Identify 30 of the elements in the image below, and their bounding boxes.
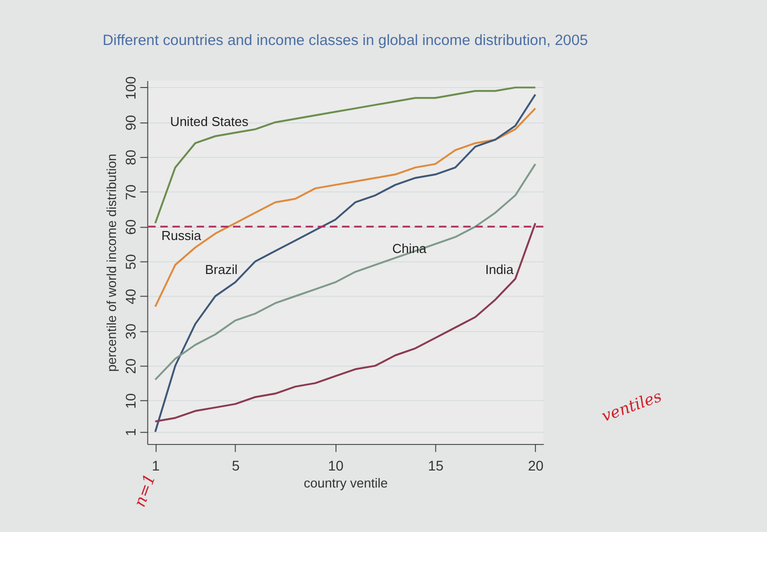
y-tick-label: 60 [122,219,139,235]
y-tick-label: 1 [122,428,139,436]
x-tick-label: 15 [428,458,444,474]
text: n=1 [130,471,160,510]
series-label: Russia [161,228,202,244]
y-tick-label: 30 [122,323,139,340]
y-tick-label: 100 [122,76,139,100]
series-label: Brazil [204,262,238,277]
y-tick-label: 10 [122,393,139,409]
series-label: United States [170,114,249,130]
x-tick-label: 10 [328,458,344,474]
y-axis-title: percentile of world income distribution [104,154,120,372]
series-label: China [392,240,428,256]
y-tick-label: 70 [122,184,139,200]
x-axis-title: country ventile [304,475,388,490]
y-tick-label: 50 [122,254,139,270]
x-tick-label: 20 [528,458,544,474]
y-tick-label: 80 [122,150,139,166]
y-tick-label: 40 [122,288,139,304]
y-tick-label: 90 [122,114,139,131]
line-series [154,86,536,224]
x-tick-label: 1 [152,458,160,474]
line-series [154,94,536,433]
series-label: India [485,262,514,277]
line-series [154,222,536,422]
y-tick-label: 20 [122,358,139,374]
x-tick-label: 5 [232,458,240,474]
chart-title: Different countries and income classes in global income distribution, 2005 [102,33,588,50]
line-series [154,107,536,308]
line-series [154,163,536,381]
